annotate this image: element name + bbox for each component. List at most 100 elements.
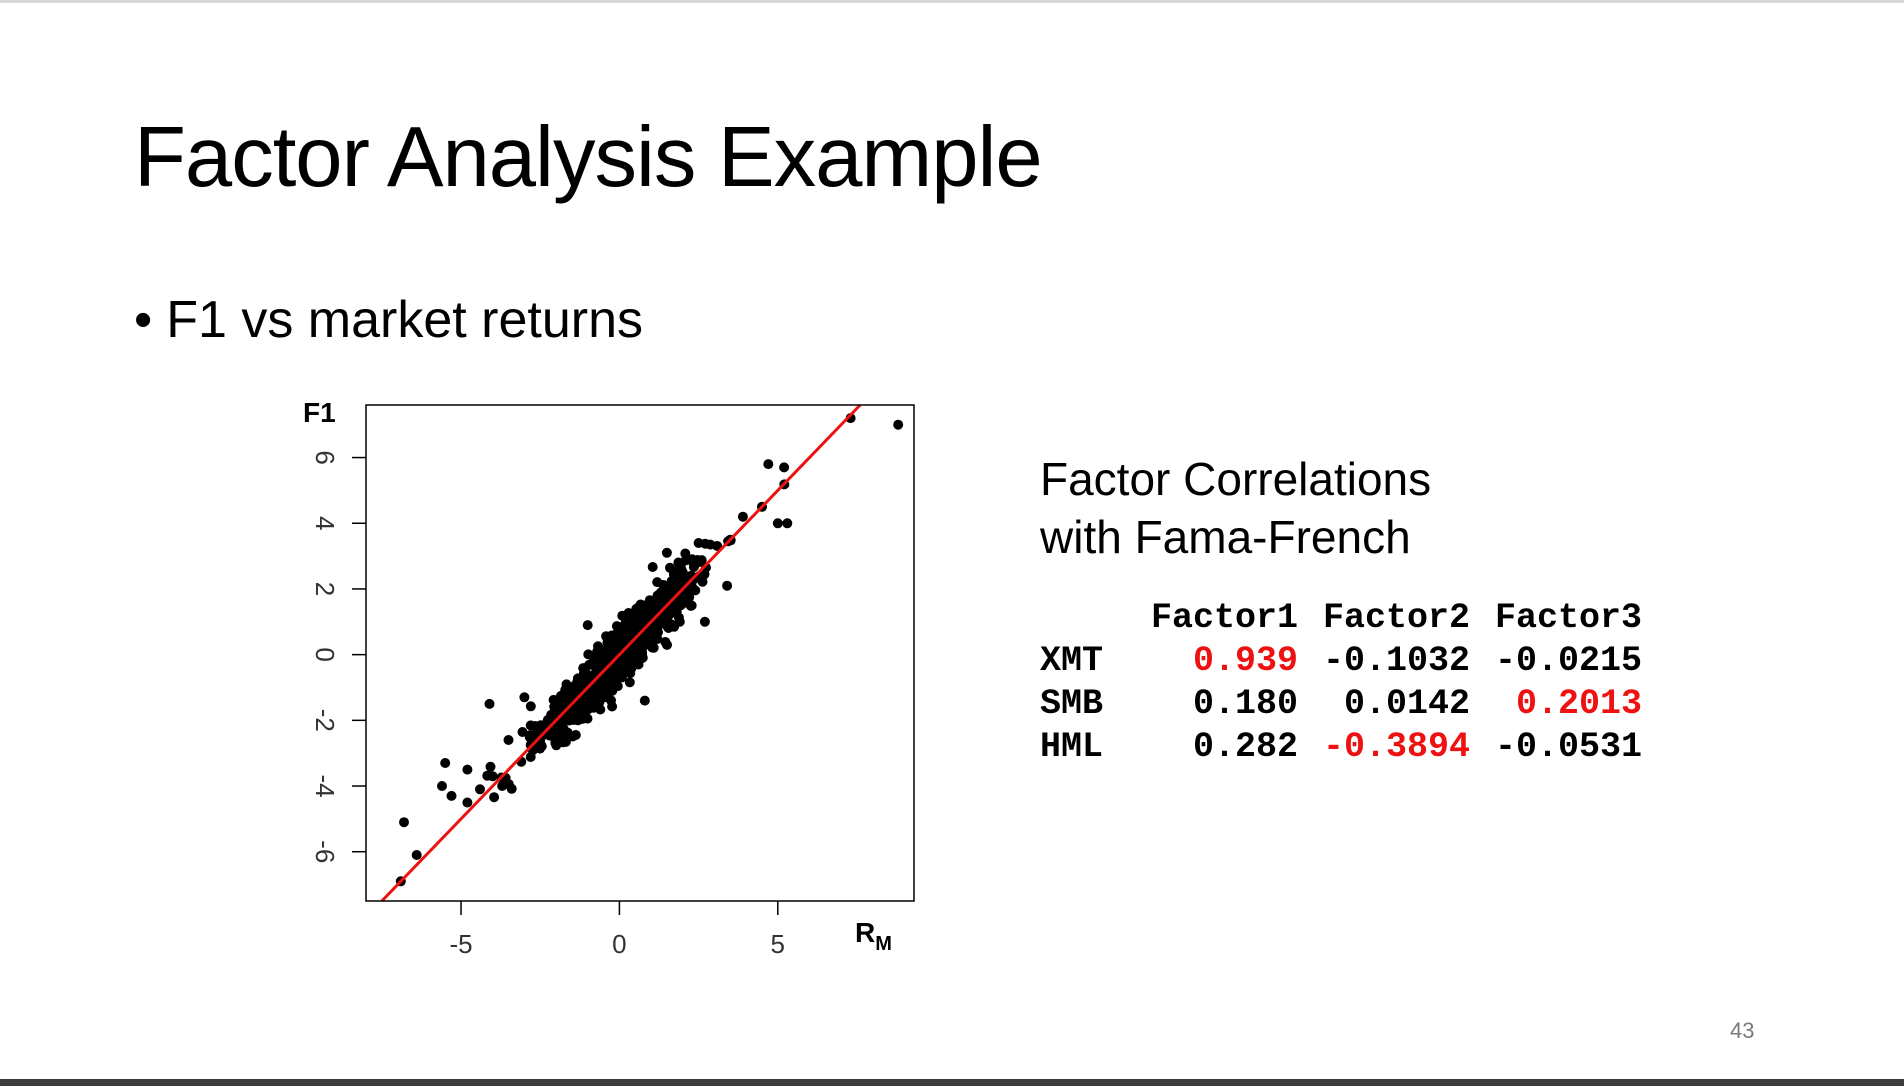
data-point bbox=[525, 720, 536, 731]
row-label: SMB bbox=[1040, 684, 1104, 724]
row-label: XMT bbox=[1040, 641, 1104, 681]
page-number: 43 bbox=[1730, 1018, 1755, 1043]
data-point bbox=[503, 735, 514, 745]
bottom-border bbox=[0, 1079, 1904, 1086]
plot-frame bbox=[365, 404, 915, 902]
bullet-item: • F1 vs market returns bbox=[134, 290, 643, 350]
x-tick-label: 5 bbox=[771, 929, 785, 959]
data-point bbox=[641, 639, 652, 650]
table-cell: -0.1032 bbox=[1322, 641, 1470, 681]
data-point bbox=[588, 702, 599, 713]
data-point bbox=[626, 609, 637, 620]
x-axis-label-subscript: M bbox=[875, 933, 892, 955]
y-tick-label: -2 bbox=[310, 709, 340, 732]
data-point bbox=[437, 781, 447, 791]
data-point bbox=[655, 592, 666, 603]
y-tick-label: -6 bbox=[310, 840, 340, 863]
table-row: XMT 0.939 -0.1032 -0.0215 bbox=[1040, 640, 1642, 683]
row-label: HML bbox=[1040, 727, 1104, 767]
data-point bbox=[582, 620, 593, 631]
table-corner bbox=[1040, 597, 1126, 640]
data-point bbox=[583, 649, 594, 660]
column-header: Factor3 bbox=[1494, 598, 1642, 638]
data-point bbox=[636, 607, 647, 618]
data-point bbox=[489, 792, 500, 803]
correlations-heading-line1: Factor Correlations bbox=[1040, 453, 1432, 505]
table-cell: 0.282 bbox=[1192, 727, 1298, 767]
table-cell-highlighted: -0.3894 bbox=[1322, 727, 1470, 767]
data-point bbox=[561, 679, 572, 690]
y-tick-label: 0 bbox=[310, 647, 340, 661]
data-point bbox=[617, 627, 627, 638]
y-tick-label: 6 bbox=[310, 450, 340, 464]
data-point bbox=[662, 617, 673, 628]
data-point bbox=[685, 600, 696, 611]
scatter-points bbox=[395, 413, 904, 887]
data-point bbox=[497, 781, 508, 791]
data-point bbox=[669, 604, 680, 615]
data-point bbox=[605, 686, 616, 696]
data-point bbox=[517, 727, 528, 737]
data-point bbox=[782, 518, 793, 529]
data-point bbox=[722, 580, 733, 591]
data-point bbox=[525, 701, 536, 712]
table-cell: 0.180 bbox=[1192, 684, 1298, 724]
data-point bbox=[680, 555, 691, 566]
x-tick-label: -5 bbox=[449, 929, 472, 959]
data-point bbox=[635, 654, 646, 665]
y-axis-label: F1 bbox=[303, 397, 336, 428]
table-row: HML 0.282 -0.3894 -0.0531 bbox=[1040, 726, 1642, 769]
bullet-dot: • bbox=[134, 291, 153, 349]
data-point bbox=[536, 741, 547, 752]
data-point bbox=[683, 591, 694, 602]
data-point bbox=[587, 691, 598, 702]
data-point bbox=[446, 790, 457, 801]
correlations-heading: Factor Correlations with Fama-French bbox=[1040, 450, 1431, 566]
data-point bbox=[551, 735, 562, 745]
x-axis-label: RM bbox=[855, 917, 892, 955]
data-point bbox=[692, 555, 703, 565]
top-border bbox=[0, 0, 1904, 3]
data-point bbox=[591, 649, 602, 660]
data-point bbox=[487, 771, 498, 782]
table-cell: 0.0142 bbox=[1343, 684, 1470, 724]
data-point bbox=[593, 641, 603, 652]
data-point bbox=[582, 713, 593, 724]
data-point bbox=[893, 419, 904, 430]
y-tick-label: 2 bbox=[310, 582, 340, 596]
data-point bbox=[662, 639, 672, 650]
data-point bbox=[697, 576, 708, 587]
x-axis: -5 0 5 bbox=[449, 901, 785, 959]
correlations-heading-line2: with Fama-French bbox=[1040, 511, 1411, 563]
data-point bbox=[462, 797, 473, 808]
slide-title: Factor Analysis Example bbox=[134, 110, 1043, 205]
data-point bbox=[647, 562, 658, 572]
data-point bbox=[699, 616, 710, 627]
data-point bbox=[779, 462, 790, 473]
data-point bbox=[701, 562, 711, 573]
y-tick-label: -4 bbox=[310, 774, 340, 797]
data-point bbox=[622, 616, 633, 627]
bullet-text: F1 vs market returns bbox=[166, 291, 644, 349]
data-point bbox=[665, 562, 675, 573]
column-header: Factor2 bbox=[1322, 598, 1470, 638]
data-point bbox=[399, 817, 409, 828]
data-point bbox=[580, 705, 591, 716]
data-point bbox=[658, 580, 669, 590]
data-point bbox=[616, 672, 627, 683]
data-point bbox=[564, 715, 575, 726]
data-point bbox=[597, 664, 608, 675]
data-point bbox=[737, 511, 748, 522]
y-tick-label: 4 bbox=[310, 516, 340, 530]
correlation-table: Factor1 Factor2 Factor3 XMT 0.939 -0.103… bbox=[1040, 597, 1642, 769]
data-point bbox=[763, 459, 774, 470]
regression-line bbox=[380, 403, 862, 903]
data-point bbox=[693, 538, 704, 548]
data-point bbox=[475, 784, 485, 795]
data-point bbox=[622, 643, 633, 654]
table-row: SMB 0.180 0.0142 0.2013 bbox=[1040, 683, 1642, 726]
data-point bbox=[484, 698, 495, 709]
data-point bbox=[624, 677, 635, 688]
data-point bbox=[462, 764, 473, 775]
data-point bbox=[519, 692, 530, 703]
